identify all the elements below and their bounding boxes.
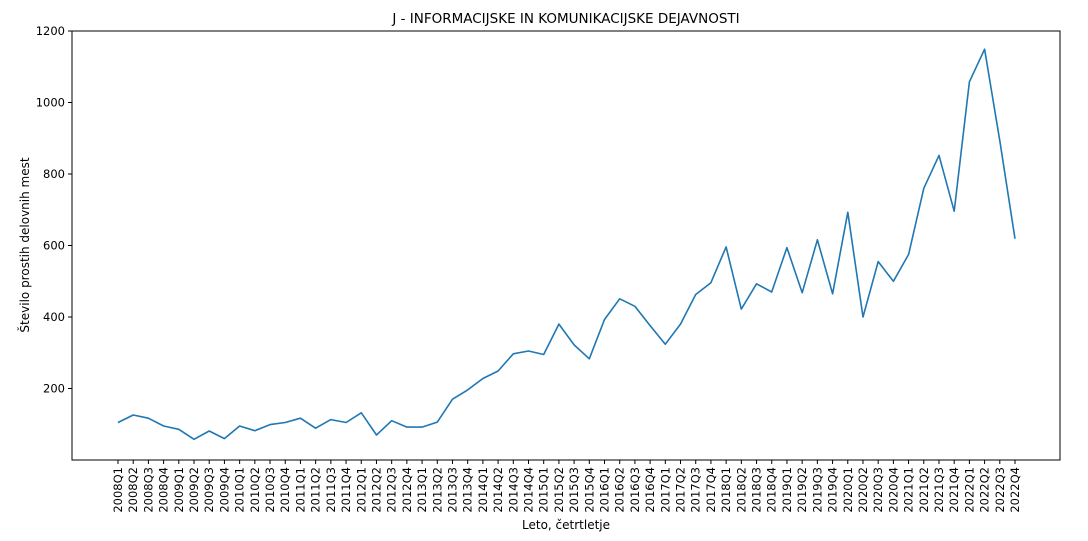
x-tick-label: 2017Q3	[689, 467, 703, 513]
x-tick-label: 2013Q1	[415, 467, 429, 513]
x-tick-label: 2012Q3	[385, 467, 399, 513]
x-tick-label: 2020Q1	[841, 467, 855, 513]
y-axis: 200 400 600 800 1000 1200	[36, 24, 72, 396]
series-line	[117, 48, 1016, 441]
x-tick-label: 2014Q4	[521, 467, 535, 513]
chart-title: J - INFORMACIJSKE IN KOMUNIKACIJSKE DEJA…	[391, 11, 739, 27]
x-tick-label: 2021Q4	[947, 467, 961, 513]
x-tick-label: 2010Q1	[233, 467, 247, 513]
x-tick-label: 2014Q1	[476, 467, 490, 513]
x-tick-label: 2019Q1	[780, 467, 794, 513]
x-tick-label: 2022Q3	[993, 467, 1007, 513]
x-tick-label: 2008Q3	[141, 467, 155, 513]
x-tick-label: 2021Q2	[917, 467, 931, 513]
plot-area	[71, 30, 1061, 461]
x-tick-label: 2016Q1	[598, 467, 612, 513]
x-tick-label: 2017Q1	[658, 467, 672, 513]
x-tick-label: 2009Q1	[172, 467, 186, 513]
x-tick-label: 2017Q2	[674, 467, 688, 513]
x-tick-label: 2011Q2	[309, 467, 323, 513]
x-tick-label: 2021Q3	[932, 467, 946, 513]
x-tick-label: 2022Q4	[1008, 467, 1022, 513]
x-tick-label: 2008Q2	[126, 467, 140, 513]
x-axis-label: Leto, četrtletje	[522, 518, 610, 532]
y-tick-label: 1000	[36, 96, 65, 110]
x-tick-label: 2009Q4	[217, 467, 231, 513]
x-tick-label: 2015Q2	[552, 467, 566, 513]
x-tick-label: 2020Q3	[871, 467, 885, 513]
x-tick-label: 2019Q4	[826, 467, 840, 513]
y-tick-label: 1200	[36, 24, 65, 38]
y-tick-label: 400	[43, 310, 65, 324]
x-tick-label: 2011Q3	[324, 467, 338, 513]
x-tick-label: 2013Q4	[461, 467, 475, 513]
x-tick-label: 2022Q2	[978, 467, 992, 513]
x-tick-label: 2008Q4	[157, 467, 171, 513]
x-tick-label: 2014Q2	[491, 467, 505, 513]
y-tick-label: 800	[43, 167, 65, 181]
x-tick-label: 2016Q2	[613, 467, 627, 513]
x-axis: 2008Q1 2008Q2 2008Q3 2008Q4 2009Q1 2009Q2 2009…	[111, 460, 1022, 513]
x-tick-label: 2009Q2	[187, 467, 201, 513]
x-tick-label: 2015Q4	[582, 467, 596, 513]
x-tick-label: 2013Q3	[445, 467, 459, 513]
x-tick-label: 2012Q2	[369, 467, 383, 513]
x-tick-label: 2008Q1	[111, 467, 125, 513]
x-tick-label: 2011Q4	[339, 467, 353, 513]
x-tick-label: 2019Q2	[795, 467, 809, 513]
y-axis-label: Število prostih delovnih mest	[17, 157, 32, 332]
x-tick-label: 2015Q1	[537, 467, 551, 513]
x-tick-label: 2016Q3	[628, 467, 642, 513]
x-tick-label: 2016Q4	[643, 467, 657, 513]
x-tick-label: 2010Q4	[278, 467, 292, 513]
x-tick-label: 2020Q2	[856, 467, 870, 513]
y-tick-label: 600	[43, 239, 65, 253]
x-tick-label: 2013Q2	[430, 467, 444, 513]
x-tick-label: 2020Q4	[886, 467, 900, 513]
x-tick-label: 2009Q3	[202, 467, 216, 513]
x-tick-label: 2010Q2	[248, 467, 262, 513]
x-tick-label: 2015Q3	[567, 467, 581, 513]
x-tick-label: 2018Q1	[719, 467, 733, 513]
x-tick-label: 2014Q3	[506, 467, 520, 513]
x-tick-label: 2021Q1	[902, 467, 916, 513]
x-tick-label: 2018Q4	[765, 467, 779, 513]
x-tick-label: 2018Q3	[750, 467, 764, 513]
x-tick-label: 2010Q3	[263, 467, 277, 513]
x-tick-label: 2019Q3	[810, 467, 824, 513]
x-tick-label: 2018Q2	[734, 467, 748, 513]
x-tick-label: 2022Q1	[962, 467, 976, 513]
y-tick-label: 200	[43, 382, 65, 396]
x-tick-label: 2012Q1	[354, 467, 368, 513]
x-tick-label: 2012Q4	[400, 467, 414, 513]
x-tick-label: 2017Q4	[704, 467, 718, 513]
x-tick-label: 2011Q1	[293, 467, 307, 513]
data-series	[117, 48, 1016, 441]
